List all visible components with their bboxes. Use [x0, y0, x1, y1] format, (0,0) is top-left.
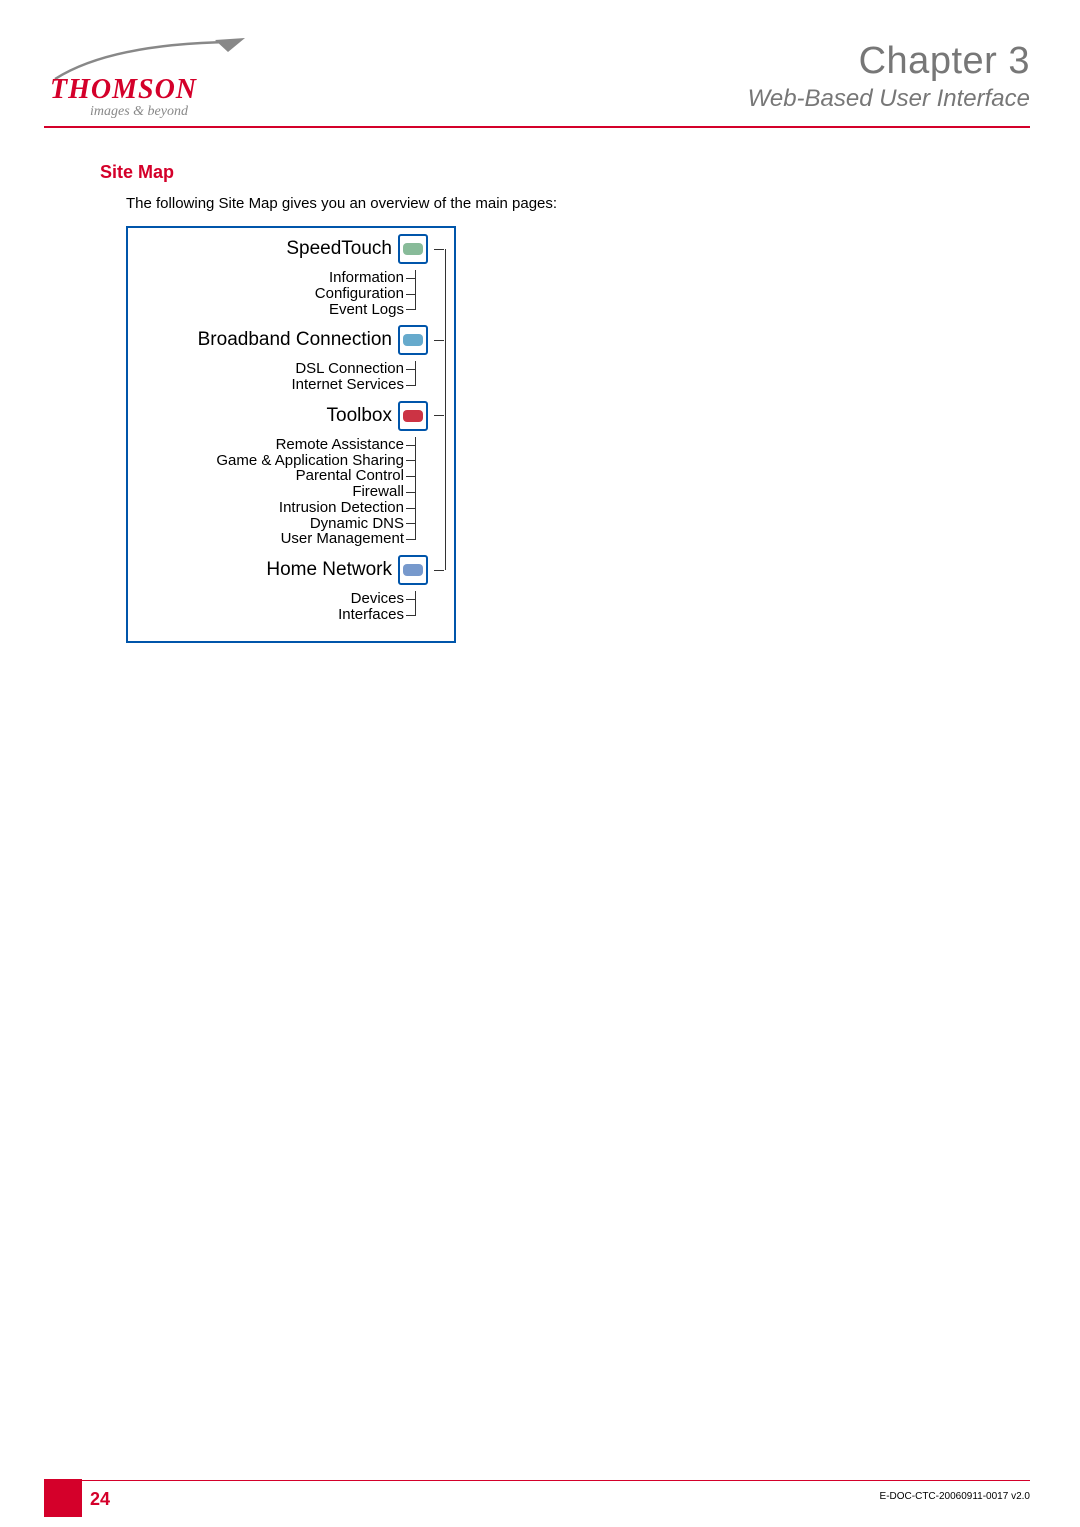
section-intro: The following Site Map gives you an over… [126, 195, 1010, 212]
sitemap-subitems: InformationConfigurationEvent Logs [134, 270, 444, 317]
sitemap-section: Home Network DevicesInterfaces [134, 555, 444, 623]
page: THOMSON images & beyond Chapter 3 Web-Ba… [0, 0, 1080, 1527]
section-heading: Site Map [100, 162, 1010, 183]
footer-red-tab [44, 1479, 82, 1517]
connector-vline [415, 437, 416, 539]
chapter-heading: Chapter 3 Web-Based User Interface [748, 40, 1030, 113]
logo-tagline: images & beyond [90, 104, 237, 120]
page-header: THOMSON images & beyond Chapter 3 Web-Ba… [50, 40, 1030, 125]
header-rule [44, 126, 1030, 128]
sitemap-subitem: Internet Services [134, 377, 444, 393]
sitemap-section-icon [398, 401, 428, 431]
sitemap-section: Toolbox Remote AssistanceGame & Applicati… [134, 401, 444, 547]
sitemap-subitem: Game & Application Sharing [134, 453, 444, 469]
sitemap-section-icon [398, 234, 428, 264]
sitemap-section-icon [398, 555, 428, 585]
sitemap-subitem: Information [134, 270, 444, 286]
sitemap-section-title: Toolbox [327, 405, 393, 427]
sitemap-diagram: SpeedTouch InformationConfigurationEvent … [126, 226, 456, 643]
sitemap-subitem: Parental Control [134, 468, 444, 484]
connector-vline [415, 270, 416, 309]
sitemap-subitem: User Management [134, 531, 444, 547]
sitemap-subitem: Event Logs [134, 302, 444, 318]
sitemap-subitem: Interfaces [134, 607, 444, 623]
sitemap-subitem: DSL Connection [134, 361, 444, 377]
document-id: E-DOC-CTC-20060911-0017 v2.0 [880, 1491, 1030, 1502]
connector-line [434, 340, 444, 341]
sitemap-subitems: Remote AssistanceGame & Application Shar… [134, 437, 444, 547]
sitemap-section-header: Broadband Connection [134, 325, 444, 355]
connector-vline [415, 361, 416, 385]
sitemap-section-title: Home Network [266, 559, 392, 581]
footer-rule [70, 1480, 1030, 1481]
sitemap-subitems: DevicesInterfaces [134, 591, 444, 623]
sitemap-section-header: Home Network [134, 555, 444, 585]
page-number: 24 [90, 1489, 110, 1510]
sitemap-subitem: Devices [134, 591, 444, 607]
connector-line [434, 415, 444, 416]
logo-text: THOMSON [50, 76, 197, 104]
connector-spine [445, 249, 446, 570]
logo: THOMSON images & beyond [50, 40, 197, 84]
sitemap-section-header: Toolbox [134, 401, 444, 431]
sitemap-subitem: Configuration [134, 286, 444, 302]
connector-vline [415, 591, 416, 615]
connector-line [434, 249, 444, 250]
sitemap-subitem: Intrusion Detection [134, 500, 444, 516]
chapter-subtitle: Web-Based User Interface [748, 85, 1030, 113]
sitemap-subitems: DSL ConnectionInternet Services [134, 361, 444, 393]
sitemap-section-title: Broadband Connection [198, 329, 392, 351]
chapter-title: Chapter 3 [748, 40, 1030, 83]
sitemap-section: SpeedTouch InformationConfigurationEvent … [134, 234, 444, 317]
sitemap-section-title: SpeedTouch [286, 238, 392, 260]
section: Site Map The following Site Map gives yo… [100, 162, 1010, 643]
connector-line [434, 570, 444, 571]
sitemap-section-icon [398, 325, 428, 355]
sitemap-section-header: SpeedTouch [134, 234, 444, 264]
sitemap-subitem: Remote Assistance [134, 437, 444, 453]
sitemap-section: Broadband Connection DSL ConnectionIntern… [134, 325, 444, 393]
sitemap-subitem: Firewall [134, 484, 444, 500]
sitemap-subitem: Dynamic DNS [134, 516, 444, 532]
